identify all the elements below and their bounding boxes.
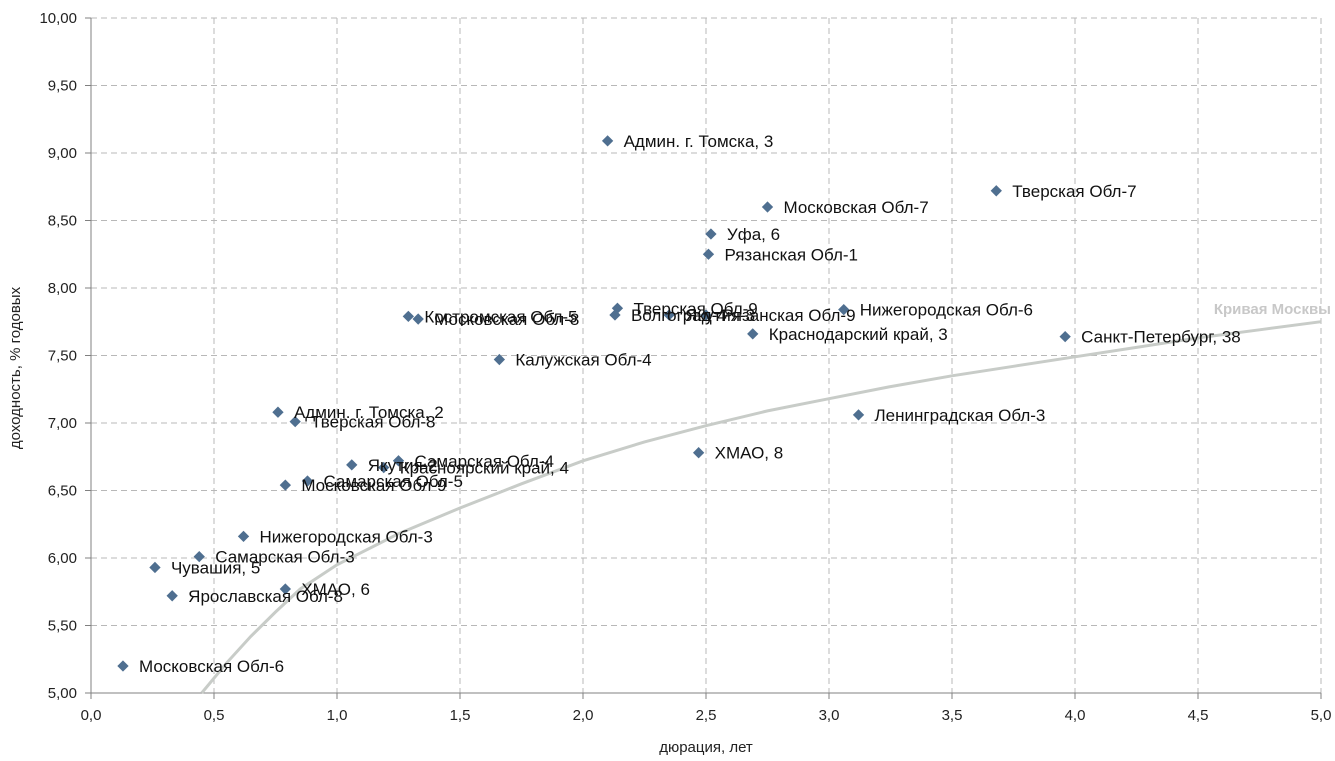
- moscow-curve-line: [200, 320, 1322, 694]
- y-axis-title: доходность, % годовых: [7, 286, 24, 449]
- data-point: [378, 461, 390, 474]
- data-point: [1059, 330, 1071, 343]
- data-point: [702, 248, 715, 260]
- x-axis-title: дюрация, лет: [659, 739, 753, 756]
- data-point: [272, 406, 284, 418]
- y-tick-label: 5,50: [48, 618, 77, 635]
- x-tick-label: 1,5: [450, 707, 471, 724]
- grid-layer: [91, 17, 1322, 693]
- data-point-label: Админ. г. Томска, 3: [624, 132, 774, 151]
- data-point: [117, 660, 129, 672]
- data-point-label: Волгоград-4: [631, 306, 727, 325]
- data-point-label: Красноярский край, 4: [400, 459, 569, 478]
- x-tick-label: 2,0: [573, 707, 594, 724]
- y-tick-label: 6,50: [48, 483, 77, 500]
- x-tick-label: 4,0: [1065, 707, 1086, 724]
- data-point-label: Самарская Обл-3: [215, 548, 354, 567]
- x-tick-label: 3,5: [942, 707, 963, 724]
- data-point: [412, 313, 424, 325]
- data-point-label: Ленинградская Обл-3: [875, 406, 1046, 425]
- data-point-label: Ярославская Обл-8: [188, 587, 343, 606]
- data-point-label: Рязанская Обл-1: [724, 245, 858, 264]
- data-point-label: Уфа, 6: [727, 225, 780, 244]
- data-point-label: Московская Обл-6: [139, 657, 284, 676]
- x-tick-label: 5,0: [1311, 707, 1332, 724]
- data-point: [601, 135, 614, 147]
- data-point: [166, 590, 178, 602]
- y-tick-label: 5,00: [48, 685, 77, 702]
- data-point: [663, 309, 675, 321]
- data-point: [747, 328, 759, 340]
- data-point: [838, 303, 850, 316]
- data-point-label: Рязанская Обл-9: [722, 306, 856, 325]
- data-point: [279, 583, 291, 595]
- data-point: [237, 530, 250, 543]
- data-point: [990, 185, 1002, 197]
- data-point-label: ХМАО, 6: [301, 580, 370, 599]
- data-point: [301, 475, 314, 487]
- data-point-label: Московская Обл-8: [434, 310, 579, 329]
- x-tick-label: 0,0: [81, 707, 102, 724]
- data-point-label: Тверская Обл-7: [1012, 182, 1136, 201]
- data-point: [609, 309, 621, 321]
- y-tick-label: 7,50: [48, 348, 77, 365]
- data-point: [692, 447, 705, 459]
- data-point-label: Якутия-2: [368, 456, 438, 475]
- points-layer: [117, 135, 1071, 672]
- x-tick-label: 2,5: [696, 707, 717, 724]
- data-point: [493, 353, 506, 366]
- data-point-label: Самарская Обл-5: [323, 472, 462, 491]
- data-point-label: Админ. г. Томска, 2: [294, 403, 444, 422]
- data-point-label: Самарская Обл-4: [415, 452, 554, 471]
- moscow-curve-label: Кривая Москвы: [1214, 301, 1331, 318]
- y-tick-label: 8,50: [48, 213, 77, 230]
- data-point-label: Калужская Обл-4: [515, 351, 651, 370]
- data-point: [761, 201, 774, 213]
- data-point: [289, 415, 301, 428]
- data-point: [149, 561, 161, 574]
- data-point-label: Чувашия, 5: [171, 558, 260, 577]
- ticks-layer: 0,0 0,5 1,0 1,5 2,0 2,5 3,0 3,5 4,0 4,5 5,0 5,00 5,5…: [39, 10, 1331, 724]
- data-point-label: Краснодарский край, 3: [769, 325, 948, 344]
- x-tick-label: 0,5: [204, 707, 225, 724]
- data-point: [852, 409, 865, 421]
- data-point-label: Московская Обл-9: [301, 476, 446, 495]
- y-tick-label: 10,00: [39, 10, 77, 27]
- x-tick-label: 1,0: [327, 707, 348, 724]
- data-point-label: Тверская Обл-9: [633, 299, 757, 318]
- data-point: [193, 550, 205, 563]
- data-point-label: Костромская Обл-5: [424, 307, 577, 326]
- data-point: [402, 310, 414, 323]
- data-point: [392, 455, 405, 467]
- data-point-label: Нижегородская Обл-6: [860, 301, 1033, 320]
- data-point: [346, 459, 358, 471]
- y-tick-label: 9,50: [48, 78, 77, 95]
- data-point: [705, 228, 717, 240]
- y-tick-label: 6,00: [48, 550, 77, 567]
- labels-layer: Админ. г. Томска, 3 Тверская Обл-7 Московс…: [139, 132, 1241, 676]
- y-tick-label: 9,00: [48, 145, 77, 162]
- data-point-label: Московская Обл-7: [784, 198, 929, 217]
- y-tick-label: 7,00: [48, 415, 77, 432]
- data-point: [700, 309, 712, 321]
- data-point: [279, 479, 291, 491]
- x-tick-label: 4,5: [1188, 707, 1209, 724]
- data-point-label: Тверская Обл-8: [311, 413, 435, 432]
- data-point-label: Санкт-Петербург, 38: [1081, 328, 1241, 347]
- data-point-label: Якутия-3: [685, 306, 755, 325]
- data-point-label: Нижегородская Обл-3: [260, 527, 433, 546]
- curve-layer: Кривая Москвы: [200, 301, 1331, 694]
- x-tick-label: 3,0: [819, 707, 840, 724]
- y-tick-label: 8,00: [48, 280, 77, 297]
- data-point-label: ХМАО, 8: [715, 444, 784, 463]
